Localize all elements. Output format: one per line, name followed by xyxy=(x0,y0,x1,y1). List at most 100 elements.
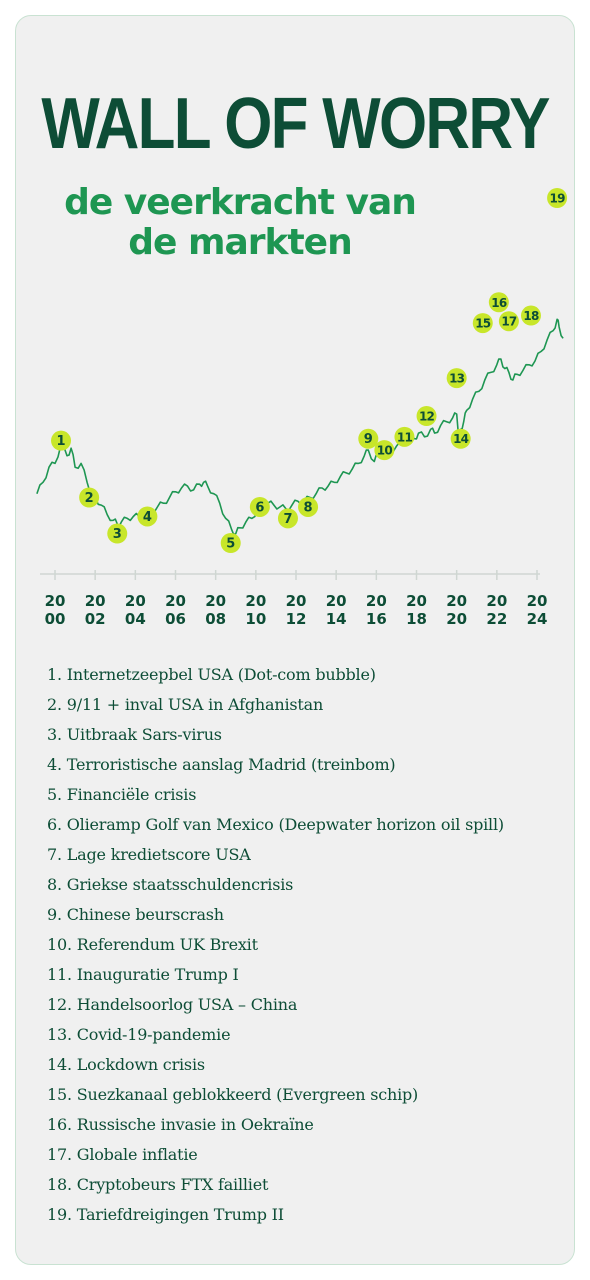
event-item-6: 6. Olieramp Golf van Mexico (Deepwater h… xyxy=(47,815,504,834)
event-marker-7: 7 xyxy=(277,508,298,529)
event-marker-label-2: 2 xyxy=(85,491,94,506)
event-marker-label-18: 18 xyxy=(523,309,539,323)
event-item-16: 16. Russische invasie in Oekraïne xyxy=(47,1115,314,1134)
event-marker-circle-15 xyxy=(472,313,493,334)
x-axis-ticks: 2000200220042006200820102012201420162018… xyxy=(45,570,548,628)
event-item-3: 3. Uitbraak Sars-virus xyxy=(47,725,222,744)
event-marker-label-8: 8 xyxy=(304,500,313,515)
x-tick-label-2020-top: 20 xyxy=(446,592,467,610)
event-marker-circle-11 xyxy=(394,426,415,447)
x-tick-label-2024-bottom: 24 xyxy=(527,610,548,628)
event-marker-circle-5 xyxy=(220,533,241,553)
x-tick-label-2018-bottom: 18 xyxy=(406,610,427,628)
event-marker-label-6: 6 xyxy=(255,500,264,515)
event-marker-3: 3 xyxy=(107,523,128,544)
event-marker-circle-9 xyxy=(358,428,379,449)
x-tick-label-2012-bottom: 12 xyxy=(286,610,307,628)
event-item-8: 8. Griekse staatsschuldencrisis xyxy=(47,875,294,894)
subtitle-line-2: de markten xyxy=(128,222,352,263)
event-marker-9: 9 xyxy=(358,428,379,449)
event-marker-5: 5 xyxy=(220,533,241,553)
page-title: WALL OF WORRY xyxy=(41,84,550,164)
event-marker-label-3: 3 xyxy=(113,527,122,542)
event-marker-circle-16 xyxy=(488,292,509,313)
event-marker-circle-12 xyxy=(416,405,437,426)
event-marker-circle-8 xyxy=(298,496,319,517)
event-marker-15: 15 xyxy=(472,313,493,334)
event-item-19: 19. Tariefdreigingen Trump II xyxy=(47,1205,284,1224)
x-tick-label-2010-top: 20 xyxy=(245,592,266,610)
infographic-card xyxy=(15,15,575,1265)
event-item-18: 18. Cryptobeurs FTX failliet xyxy=(47,1175,269,1194)
event-marker-circle-7 xyxy=(277,508,298,529)
event-marker-circle-6 xyxy=(249,496,270,517)
event-marker-label-12: 12 xyxy=(419,409,435,423)
x-tick-label-2008-bottom: 08 xyxy=(205,610,226,628)
event-marker-label-16: 16 xyxy=(491,296,507,310)
event-item-15: 15. Suezkanaal geblokkeerd (Evergreen sc… xyxy=(47,1085,419,1104)
x-tick-label-2020-bottom: 20 xyxy=(446,610,467,628)
event-marker-label-1: 1 xyxy=(57,434,66,449)
event-marker-18: 18 xyxy=(520,305,541,326)
event-item-9: 9. Chinese beurscrash xyxy=(47,905,224,924)
x-tick-label-2002-bottom: 02 xyxy=(85,610,106,628)
event-marker-circle-13 xyxy=(446,368,467,389)
event-marker-13: 13 xyxy=(446,368,467,389)
event-marker-circle-17 xyxy=(498,311,519,332)
event-marker-12: 12 xyxy=(416,405,437,426)
event-marker-label-15: 15 xyxy=(475,317,491,331)
x-tick-label-2010-bottom: 10 xyxy=(245,610,266,628)
event-item-11: 11. Inauguratie Trump I xyxy=(47,965,239,984)
event-item-17: 17. Globale inflatie xyxy=(47,1145,198,1164)
event-marker-10: 10 xyxy=(374,440,395,461)
x-tick-label-2004-bottom: 04 xyxy=(125,610,146,628)
event-marker-circle-2 xyxy=(79,487,100,508)
x-tick-label-2006-top: 20 xyxy=(165,592,186,610)
event-item-14: 14. Lockdown crisis xyxy=(47,1055,205,1074)
subtitle-line-1: de veerkracht van xyxy=(64,182,417,223)
event-item-10: 10. Referendum UK Brexit xyxy=(47,935,258,954)
event-marker-label-14: 14 xyxy=(453,432,469,446)
event-marker-17: 17 xyxy=(498,311,519,332)
x-tick-label-2004-top: 20 xyxy=(125,592,146,610)
x-tick-label-2008-top: 20 xyxy=(205,592,226,610)
event-marker-19: 19 xyxy=(547,188,568,208)
event-marker-circle-18 xyxy=(520,305,541,326)
event-marker-circle-10 xyxy=(374,440,395,461)
event-marker-circle-14 xyxy=(450,428,471,449)
x-tick-label-2012-top: 20 xyxy=(286,592,307,610)
event-marker-label-10: 10 xyxy=(377,444,393,458)
x-tick-label-2018-top: 20 xyxy=(406,592,427,610)
event-marker-11: 11 xyxy=(394,426,415,447)
x-tick-label-2000-top: 20 xyxy=(45,592,66,610)
x-tick-label-2000-bottom: 00 xyxy=(45,610,66,628)
x-tick-label-2024-top: 20 xyxy=(527,592,548,610)
event-item-7: 7. Lage kredietscore USA xyxy=(47,845,251,864)
event-marker-circle-4 xyxy=(137,506,158,527)
x-tick-label-2016-top: 20 xyxy=(366,592,387,610)
event-item-4: 4. Terroristische aanslag Madrid (treinb… xyxy=(47,755,396,774)
event-marker-label-7: 7 xyxy=(283,512,292,527)
market-line-chart: 2000200220042006200820102012201420162018… xyxy=(36,188,568,628)
event-item-2: 2. 9/11 + inval USA in Afghanistan xyxy=(47,695,324,714)
event-marker-14: 14 xyxy=(450,428,471,449)
event-marker-6: 6 xyxy=(249,496,270,517)
event-marker-16: 16 xyxy=(488,292,509,313)
event-marker-1: 1 xyxy=(51,430,72,451)
event-marker-label-17: 17 xyxy=(501,315,517,329)
event-marker-label-9: 9 xyxy=(364,432,373,447)
event-marker-2: 2 xyxy=(79,487,100,508)
x-tick-label-2014-top: 20 xyxy=(326,592,347,610)
event-marker-label-4: 4 xyxy=(143,510,152,525)
event-item-13: 13. Covid-19-pandemie xyxy=(47,1025,231,1044)
event-marker-8: 8 xyxy=(298,496,319,517)
events-list: 1. Internetzeepbel USA (Dot-com bubble) 2… xyxy=(47,660,504,1230)
event-item-12: 12. Handelsoorlog USA – China xyxy=(47,995,298,1014)
x-tick-label-2014-bottom: 14 xyxy=(326,610,347,628)
x-tick-label-2002-top: 20 xyxy=(85,592,106,610)
event-marker-label-19: 19 xyxy=(550,192,566,206)
event-marker-circle-19 xyxy=(547,188,568,208)
event-marker-label-13: 13 xyxy=(449,372,465,386)
event-marker-label-11: 11 xyxy=(397,430,413,444)
